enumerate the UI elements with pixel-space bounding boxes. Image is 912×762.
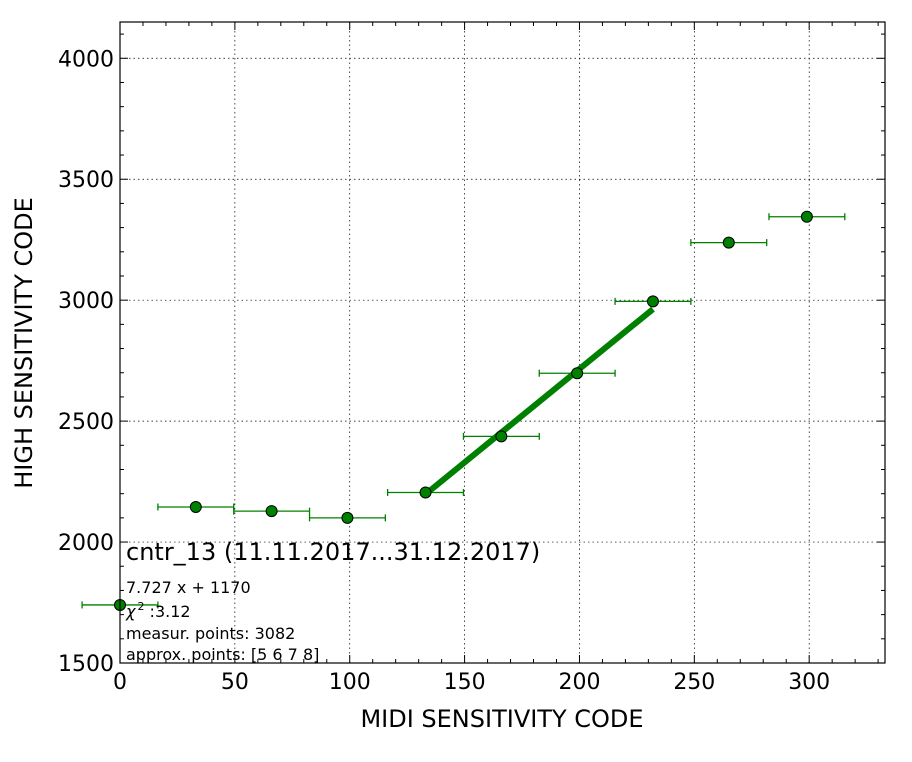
- error-bars: [81, 213, 846, 609]
- fit-line: [423, 306, 655, 497]
- y-tick-label: 3000: [58, 289, 114, 314]
- data-point: [265, 505, 278, 518]
- y-tick-label: 3500: [58, 168, 114, 193]
- x-tick-label: 300: [788, 670, 830, 695]
- annotation-measured: measur. points: 3082: [126, 624, 295, 643]
- annotation-equation: 7.727 x + 1170: [126, 578, 251, 597]
- data-point: [341, 511, 354, 524]
- data-point: [189, 500, 202, 513]
- y-tick-labels: 1500 2000 2500 3000 3500 4000: [58, 47, 114, 677]
- x-tick-labels: 0 50 100 150 200 250 300: [113, 670, 830, 695]
- x-tick-label: 50: [221, 670, 249, 695]
- data-point: [800, 210, 813, 223]
- data-point: [722, 236, 735, 249]
- data-point: [419, 486, 432, 499]
- x-tick-label: 100: [329, 670, 371, 695]
- x-axis-label: MIDI SENSITIVITY CODE: [360, 705, 643, 733]
- x-tick-label: 0: [113, 670, 127, 695]
- plot-frame: [119, 21, 886, 664]
- annotation-approx: approx. points: [5 6 7 8]: [126, 645, 319, 664]
- data-point: [571, 367, 584, 380]
- grid-lines: [119, 22, 885, 663]
- x-tick-label: 200: [558, 670, 600, 695]
- data-points: [114, 210, 813, 611]
- chi-symbol: χ: [125, 602, 136, 621]
- y-tick-label: 1500: [58, 652, 114, 677]
- x-tick-label: 150: [444, 670, 486, 695]
- data-point: [495, 430, 508, 443]
- chi-value: :3.12: [144, 602, 190, 621]
- chi-power: 2: [137, 600, 144, 613]
- y-tick-label: 4000: [58, 47, 114, 72]
- y-axis-label: HIGH SENSITIVITY CODE: [10, 197, 38, 489]
- x-tick-label: 250: [673, 670, 715, 695]
- data-point: [646, 295, 659, 308]
- y-tick-label: 2500: [58, 410, 114, 435]
- annotation-title: cntr_13 (11.11.2017...31.12.2017): [126, 538, 540, 566]
- y-tick-label: 2000: [58, 531, 114, 556]
